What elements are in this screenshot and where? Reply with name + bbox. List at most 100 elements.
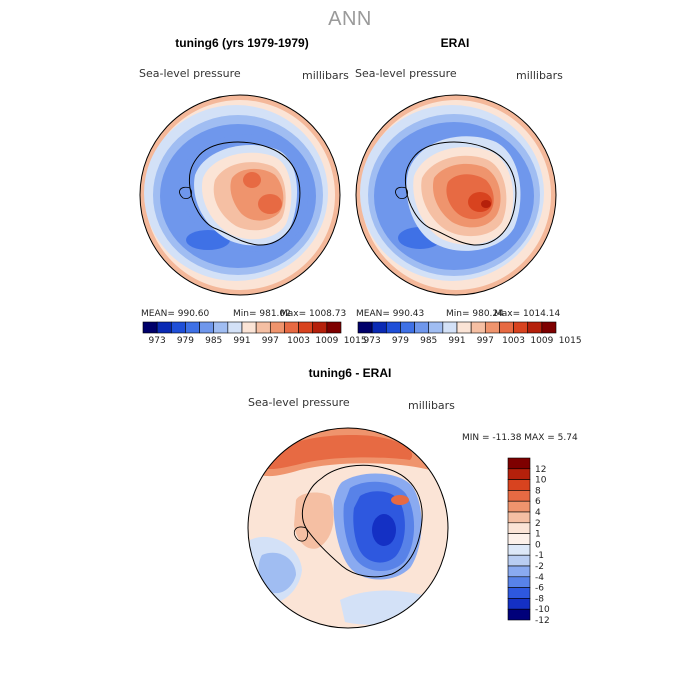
panel-1-units: millibars xyxy=(302,69,349,82)
panel-3-colorbar-tick-label-12: -8 xyxy=(535,594,544,604)
panel-2-colorbar-swatch-10 xyxy=(499,321,514,334)
panel-3-north-high-core xyxy=(258,435,413,470)
panel-3-colorbar-swatch-5 xyxy=(507,511,531,524)
panel-3-colorbar-tick-label-3: 6 xyxy=(535,497,541,507)
panel-2-mean: MEAN= 990.43 xyxy=(356,309,425,319)
panel-3-colorbar-tick-label-4: 4 xyxy=(535,508,541,518)
panel-2-colorbar-swatch-5 xyxy=(428,321,444,334)
panel-3-min-max: MIN = -11.38 MAX = 5.74 xyxy=(462,433,578,443)
panel-2-min: Min= 980.24 xyxy=(446,309,504,319)
panel-3-colorbar-swatch-4 xyxy=(507,500,531,513)
panel-3-colorbar-swatch-11 xyxy=(507,576,531,588)
panel-2-units: millibars xyxy=(516,69,563,82)
panel-1-colorbar-swatch-0 xyxy=(142,321,158,334)
panel-3-units: millibars xyxy=(408,399,455,412)
panel-2-colorbar-swatch-6 xyxy=(442,321,458,334)
panel-2-colorbar-tick-label-7: 1015 xyxy=(559,336,582,346)
panel-3-colorbar-tick-label-10: -4 xyxy=(535,573,544,583)
panel-2-colorbar-swatch-0 xyxy=(357,321,373,334)
panel-2-colorbar-swatch-2 xyxy=(385,321,401,334)
panel-2-colorbar-swatch-7 xyxy=(456,321,472,334)
panel-1-colorbar-tick-label-7: 1015 xyxy=(344,336,367,346)
panel-3-border xyxy=(247,427,449,629)
panel-1-border xyxy=(139,94,341,296)
panel-2-colorbar-swatch-9 xyxy=(484,321,500,334)
panel-3-map xyxy=(248,428,448,628)
panel-1-variable: Sea-level pressure xyxy=(139,67,241,80)
figure-title: ANN xyxy=(328,8,372,30)
panel-1-colorbar-swatch-7 xyxy=(241,321,257,334)
panel-3-west-warm xyxy=(294,492,334,549)
panel-3-colorbar-swatch-14 xyxy=(507,608,531,621)
panel-2-colorbar-tick-label-1: 979 xyxy=(392,336,409,346)
panel-2-colorbar-swatch-1 xyxy=(371,321,387,334)
panel-3-colorbar-swatch-2 xyxy=(507,479,531,491)
panel-3-colorbar-tick-label-2: 8 xyxy=(535,486,541,496)
panel-1-colorbar-swatch-10 xyxy=(284,321,299,334)
panel-1-colorbar-swatch-9 xyxy=(269,321,285,334)
panel-3-coastline xyxy=(301,464,423,578)
panel-1-colorbar-swatch-4 xyxy=(199,321,215,334)
panel-1-colorbar-tick-label-2: 985 xyxy=(205,336,222,346)
panel-3-title: tuning6 - ERAI xyxy=(308,366,392,380)
panel-1-colorbar-tick-label-1: 979 xyxy=(177,336,194,346)
panel-2-border xyxy=(355,94,557,296)
panel-2-colorbar-tick-label-3: 991 xyxy=(448,336,465,346)
panel-2-map xyxy=(356,95,556,295)
panel-2-colorbar-swatch-8 xyxy=(470,321,486,334)
panel-1-colorbar-tick-label-0: 973 xyxy=(149,336,166,346)
panel-1-colorbar-swatch-6 xyxy=(227,321,243,334)
panel-1-colorbar-swatch-3 xyxy=(185,321,200,334)
panel-2-max: Max= 1014.14 xyxy=(494,309,561,319)
panel-2-colorbar-tick-label-2: 985 xyxy=(420,336,437,346)
panel-3-colorbar-swatch-3 xyxy=(507,490,531,502)
panel-1-high-core xyxy=(258,194,282,214)
panel-3-peninsula xyxy=(293,526,308,542)
panel-1-colorbar-tick-label-5: 1003 xyxy=(287,336,310,346)
panel-3-colorbar-tick-label-5: 2 xyxy=(535,519,541,529)
panel-3-sw-cool-core xyxy=(258,552,296,594)
panel-3-warm-spot xyxy=(391,495,409,505)
panel-1-colorbar-swatch-12 xyxy=(312,321,328,334)
panel-1-colorbar-tick-label-3: 991 xyxy=(233,336,250,346)
panel-3-colorbar-tick-label-14: -12 xyxy=(535,616,550,626)
panel-3-colorbar-swatch-8 xyxy=(507,544,531,556)
panel-2-colorbar-swatch-3 xyxy=(400,321,415,334)
panel-1-high-core2 xyxy=(243,172,261,188)
panel-3-colorbar-swatch-10 xyxy=(507,565,531,578)
panel-1-colorbar-swatch-1 xyxy=(156,321,172,334)
panel-3-colorbar-swatch-0 xyxy=(507,457,531,470)
panel-1-colorbar-swatch-2 xyxy=(170,321,186,334)
panel-2-colorbar-tick-label-0: 973 xyxy=(364,336,381,346)
panel-3-colorbar-tick-label-13: -10 xyxy=(535,605,550,615)
panel-2-colorbar-swatch-4 xyxy=(414,321,430,334)
panel-2-colorbar-tick-label-4: 997 xyxy=(477,336,494,346)
panel-1-map xyxy=(140,95,340,295)
panel-3-colorbar-swatch-12 xyxy=(507,587,531,599)
panel-1-peninsula xyxy=(179,186,192,199)
panel-1-colorbar: 973 979 985 991 997 1003 1009 1015 xyxy=(142,321,367,346)
panel-3-variable: Sea-level pressure xyxy=(248,396,350,409)
panel-2-colorbar-swatch-13 xyxy=(541,321,557,334)
panel-2-high-peak xyxy=(481,200,491,208)
panel-1-colorbar-swatch-13 xyxy=(326,321,342,334)
panel-2-colorbar-swatch-12 xyxy=(527,321,543,334)
panel-3-colorbar-tick-label-6: 1 xyxy=(535,530,541,540)
panel-1-colorbar-tick-label-6: 1009 xyxy=(315,336,338,346)
panel-3-colorbar-swatch-7 xyxy=(507,533,531,545)
panel-3-south-cool xyxy=(340,590,440,625)
panel-3-low-core xyxy=(372,514,396,546)
panel-1-colorbar-swatch-8 xyxy=(255,321,271,334)
panel-3-colorbar-swatch-13 xyxy=(507,598,531,610)
panel-2-variable: Sea-level pressure xyxy=(355,67,457,80)
panel-2-colorbar-tick-label-5: 1003 xyxy=(502,336,525,346)
panel-1-mean: MEAN= 990.60 xyxy=(141,309,210,319)
panel-2-colorbar-tick-label-6: 1009 xyxy=(530,336,553,346)
panel-1-max: Max= 1008.73 xyxy=(280,309,347,319)
panel-3-colorbar-tick-label-7: 0 xyxy=(535,540,541,550)
panel-3-colorbar-tick-label-1: 10 xyxy=(535,476,547,486)
panel-1-colorbar-swatch-11 xyxy=(298,321,314,334)
panel-2-colorbar: 973 979 985 991 997 1003 1009 1015 xyxy=(357,321,582,346)
